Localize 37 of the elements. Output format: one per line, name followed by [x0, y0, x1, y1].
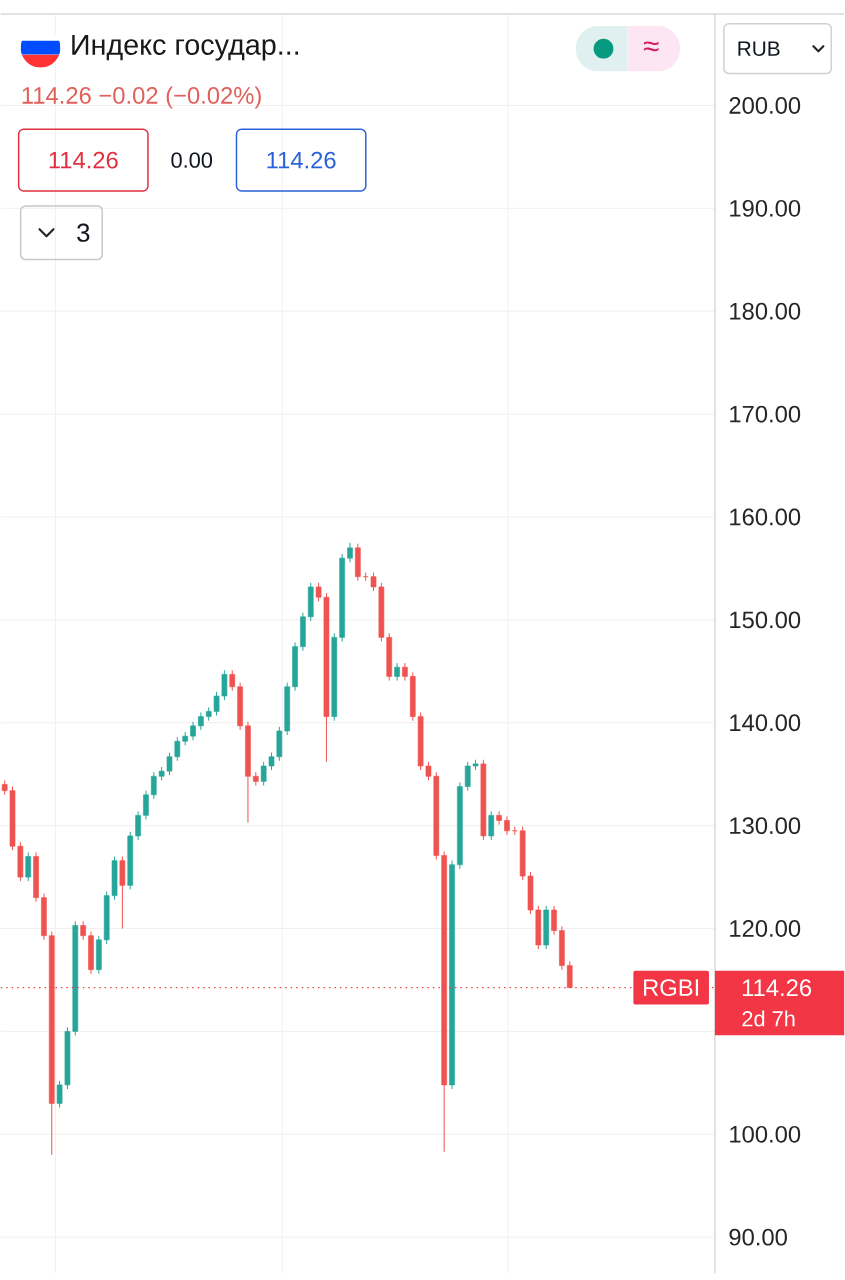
- annotation: 114.26: [49, 151, 118, 169]
- y-tick-label: 100.00: [730, 1125, 801, 1143]
- annotation: 0.00: [171, 152, 213, 168]
- text: Индекс государ...: [72, 34, 299, 61]
- candlestick: [496, 810, 502, 826]
- text: 114.26: [742, 979, 812, 997]
- y-tick-label: 90.00: [729, 1228, 787, 1246]
- candlestick: [229, 669, 236, 692]
- y-tick-label: 150.00: [730, 611, 801, 629]
- candlestick: [25, 851, 32, 882]
- candlestick: [80, 920, 86, 941]
- y-tick-label: 130.00: [730, 817, 801, 835]
- candlestick: [551, 905, 557, 936]
- y-tick-label: 180.00: [730, 302, 801, 320]
- annotation: 114.26: [267, 151, 336, 169]
- candlestick: [190, 721, 196, 741]
- candlestick: [135, 810, 141, 841]
- candlestick: [566, 960, 573, 989]
- candlestick: [198, 711, 204, 731]
- annotation: 114.26 −0.02 (−0.02%): [22, 86, 261, 109]
- candlestick: [143, 790, 149, 820]
- candlestick: [488, 810, 495, 841]
- candlestick: [504, 815, 510, 836]
- y-tick-label: 170.00: [730, 405, 801, 423]
- y-tick-label: 190.00: [730, 199, 801, 217]
- y-tick-label: 120.00: [730, 920, 801, 937]
- candlestick: [347, 542, 353, 563]
- annotation: 3: [77, 223, 90, 242]
- candlestick: [394, 662, 400, 682]
- y-tick-label: 160.00: [730, 508, 801, 526]
- annotation: ≈: [643, 41, 659, 52]
- y-tick-label: 200.00: [729, 97, 801, 114]
- text: RUB: [738, 41, 780, 56]
- text: 2d 7h: [742, 1010, 795, 1027]
- candlestick: [402, 662, 408, 682]
- y-tick-label: 140.00: [730, 714, 801, 732]
- ref-line-label: RGBI: [644, 979, 699, 996]
